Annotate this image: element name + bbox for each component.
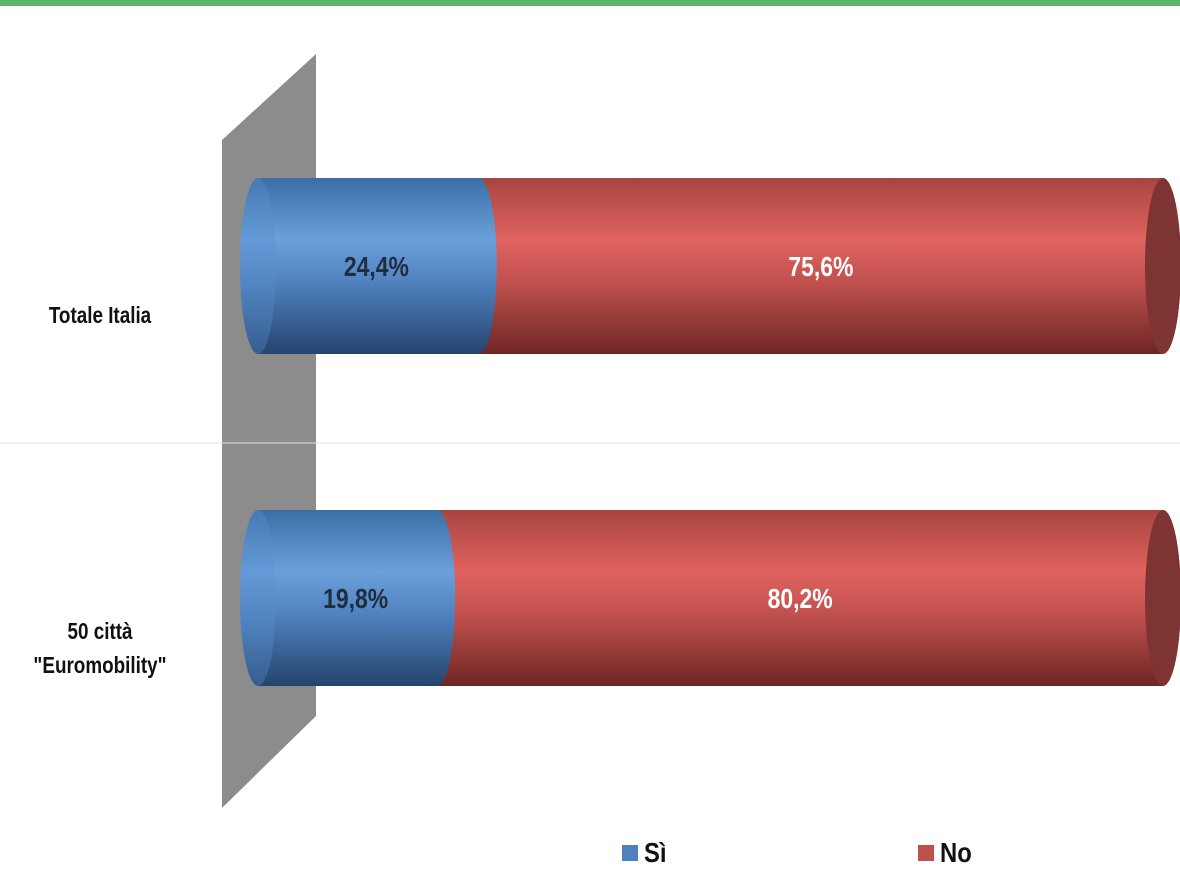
legend-item-si: Sì — [622, 836, 670, 870]
data-label-no-1: 80,2% — [768, 583, 833, 614]
category-label-line-0-0: Totale Italia — [48, 302, 152, 328]
legend-label-no: No — [940, 837, 972, 868]
category-label-line-1-1: "Euromobility" — [33, 652, 167, 678]
top-accent-bar — [0, 0, 1180, 6]
bar-end-cap-0 — [1145, 178, 1180, 354]
chart-back-wall — [222, 54, 316, 808]
bar-left-cap-0 — [240, 178, 276, 354]
legend-item-no: No — [918, 836, 977, 870]
bar-no-1 — [419, 510, 1180, 686]
bar-si-1 — [240, 510, 456, 686]
bar-no-0 — [460, 178, 1180, 354]
category-label-1: 50 città "Euromobility" — [18, 614, 182, 682]
bar-left-cap-1 — [240, 510, 276, 686]
bar-end-cap-1 — [1145, 510, 1180, 686]
data-label-si-0: 24,4% — [344, 251, 409, 282]
legend-swatch-no — [918, 845, 934, 861]
category-label-0: Totale Italia — [18, 298, 182, 332]
category-label-line-1-0: 50 città — [67, 618, 133, 644]
data-label-si-1: 19,8% — [323, 583, 388, 614]
legend-label-si: Sì — [644, 837, 667, 868]
legend-swatch-si — [622, 845, 638, 861]
bar-si-0 — [240, 178, 497, 354]
data-label-no-0: 75,6% — [788, 251, 853, 282]
